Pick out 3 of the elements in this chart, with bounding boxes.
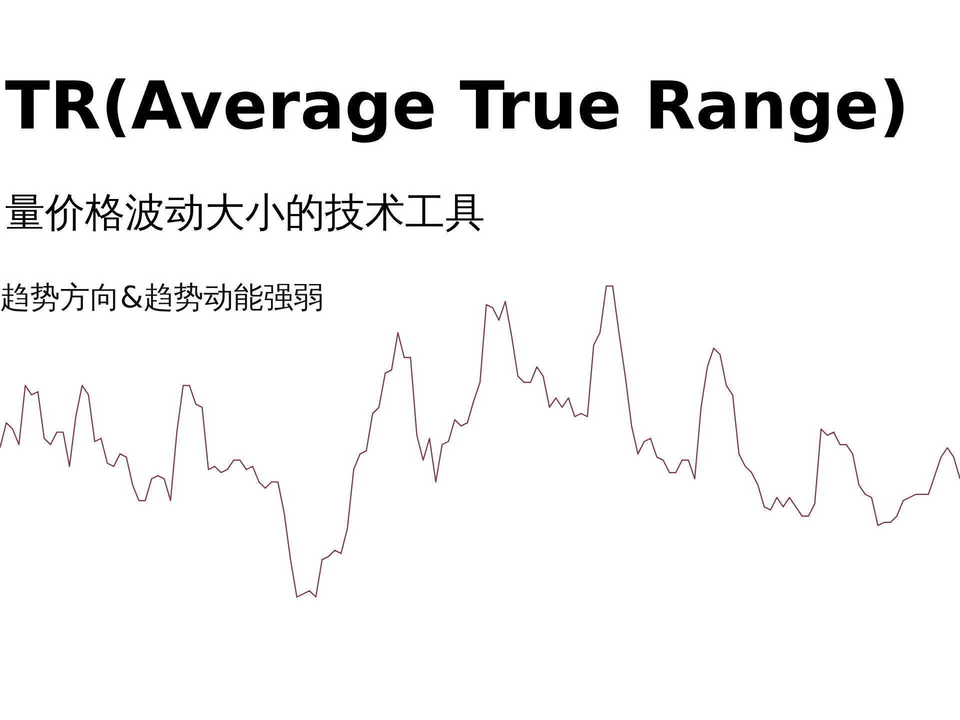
chart-title: TR(Average True Range): [5, 68, 910, 144]
chart-subtitle: 量价格波动大小的技术工具: [5, 190, 485, 236]
annotation: 趋势方向&趋势动能强弱: [0, 280, 324, 316]
